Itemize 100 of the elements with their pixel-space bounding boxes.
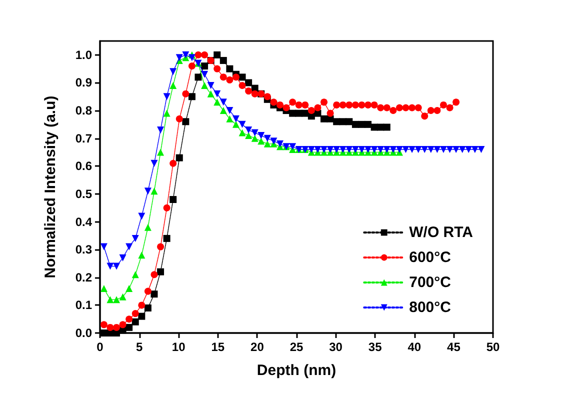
legend-label: 700°C [409, 274, 452, 291]
point [333, 101, 340, 108]
point [251, 134, 258, 142]
x-tick-label: 45 [447, 340, 461, 354]
point [421, 112, 428, 120]
point [188, 93, 196, 100]
legend-label: 800°C [409, 299, 452, 316]
point [251, 90, 258, 98]
point [132, 271, 139, 278]
point [346, 118, 353, 126]
point [201, 62, 208, 70]
point [207, 90, 214, 98]
point [276, 101, 284, 108]
y-tick-label: 0.4 [75, 214, 92, 229]
point [194, 74, 202, 81]
point [245, 132, 252, 140]
y-tick-label: 0.1 [75, 298, 92, 312]
point [132, 310, 139, 318]
point [446, 104, 454, 112]
point [170, 82, 177, 89]
point [214, 51, 221, 58]
point [100, 321, 108, 328]
point [126, 285, 133, 292]
point [358, 120, 366, 128]
point [377, 104, 384, 112]
point [138, 302, 146, 309]
point [100, 285, 108, 292]
x-axis-title: Depth (nm) [256, 362, 336, 379]
y-tick-label: 0.9 [75, 76, 92, 90]
point [282, 104, 290, 112]
point [402, 104, 410, 112]
point [302, 101, 309, 108]
point [352, 101, 359, 108]
point [194, 51, 202, 58]
x-tick-label: 20 [250, 340, 264, 354]
point [440, 101, 447, 108]
point [163, 204, 170, 212]
point [144, 304, 152, 312]
point [150, 188, 158, 195]
point [157, 148, 164, 156]
x-tick-label: 35 [368, 340, 382, 354]
point [220, 74, 227, 81]
x-tick-label: 15 [211, 340, 225, 354]
point [126, 324, 133, 331]
point [232, 74, 240, 81]
y-tick-label: 0.3 [75, 242, 92, 257]
x-tick-label: 50 [486, 340, 500, 354]
x-tick-label: 0 [96, 340, 104, 354]
point [163, 234, 170, 242]
y-tick-label: 0.7 [75, 131, 92, 146]
point [226, 65, 234, 72]
x-tick-label: 40 [408, 340, 422, 354]
point [182, 118, 190, 126]
point [427, 107, 434, 114]
point [264, 140, 271, 148]
point [150, 290, 158, 298]
point [157, 243, 164, 250]
point [182, 90, 190, 98]
point [346, 101, 353, 108]
point [201, 82, 208, 89]
point [163, 110, 170, 117]
point [396, 104, 403, 112]
point [320, 115, 328, 122]
y-tick-label: 0.6 [75, 159, 92, 174]
point [238, 82, 246, 89]
point [188, 62, 196, 70]
point [245, 88, 252, 95]
legend-label: W/O RTA [409, 224, 474, 241]
point [201, 51, 208, 58]
point [452, 98, 460, 106]
x-tick-label: 5 [136, 340, 143, 354]
y-axis-title: Normalized Intensity (a.u) [42, 96, 59, 278]
point [226, 115, 234, 122]
point [119, 293, 126, 300]
point [238, 129, 246, 136]
point [232, 120, 240, 128]
point [138, 252, 146, 259]
legend-label: 600°C [409, 249, 452, 266]
point [119, 321, 126, 328]
y-tick-label: 0.5 [75, 186, 92, 201]
point [157, 268, 164, 276]
point [150, 271, 158, 278]
point [414, 104, 422, 112]
point [126, 316, 133, 323]
point [214, 98, 221, 106]
y-tick-label: 0.2 [75, 270, 92, 284]
x-tick-label: 25 [290, 340, 304, 354]
x-tick-label: 30 [329, 340, 343, 354]
point [434, 107, 441, 114]
point [144, 224, 152, 231]
point [245, 79, 252, 86]
point [339, 101, 346, 108]
point [270, 98, 278, 106]
point [132, 318, 139, 326]
point [408, 104, 416, 112]
x-tick-label: 10 [172, 340, 186, 354]
point [170, 196, 177, 204]
point [113, 324, 120, 331]
point [289, 98, 296, 106]
point [364, 120, 372, 128]
